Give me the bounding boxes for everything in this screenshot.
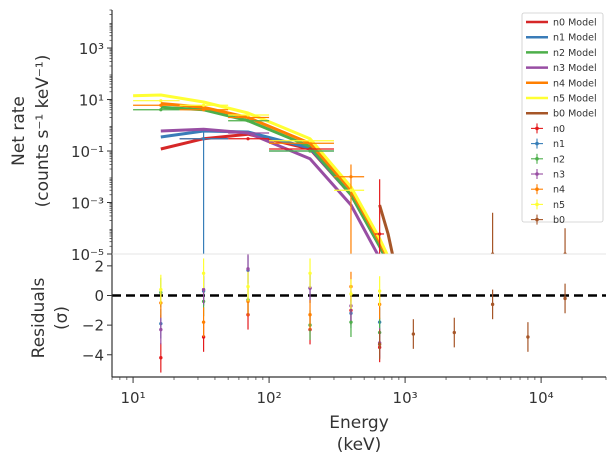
residual-point-n5-4 (349, 292, 353, 296)
legend-box (521, 12, 604, 223)
legend-model-label: b0 Model (553, 109, 597, 120)
point-n2-2 (308, 149, 312, 153)
spectrum-y-tick-label: 10¹ (79, 92, 104, 110)
legend-point-label: n0 (553, 124, 565, 135)
point-n3-0 (246, 131, 250, 135)
point-n2-0 (159, 108, 163, 112)
point-n4-3 (308, 141, 312, 145)
residual-y-tick-label: −4 (82, 346, 104, 364)
residual-point-b0-0 (377, 342, 382, 347)
spectrum-panel: 10⁻⁵ 10⁻³ 10⁻¹ 10¹ 10³ n0 Model n1 Model n2 Mo… (71, 9, 604, 264)
residuals-panel: 2 0 −2 −4 10¹ 10² 10³ 10⁴ (82, 253, 607, 407)
residual-point-n4-1 (201, 320, 206, 324)
residual-points (159, 254, 567, 373)
residual-axes: 2 0 −2 −4 10¹ 10² 10³ 10⁴ (82, 253, 607, 407)
residual-point-n5-0 (159, 287, 163, 292)
legend: n0 Model n1 Model n2 Model n3 Model n4 Model… (521, 12, 604, 226)
xlabel-line1: Energy (329, 413, 389, 433)
point-n2-1 (246, 119, 250, 123)
residual-point-n5-1 (201, 271, 206, 275)
residual-ylabel-line2: (σ) (52, 306, 72, 330)
legend-point-marker (535, 187, 539, 191)
data-points (133, 99, 567, 254)
residual-point-n3-1 (201, 287, 206, 292)
point-n0-3 (378, 232, 382, 236)
spectrum-y-tick-label: 10⁻³ (71, 195, 104, 213)
model-lines (133, 93, 394, 254)
legend-point-label: n3 (553, 170, 565, 181)
point-n4-0 (159, 103, 163, 107)
x-tick-label: 10⁴ (529, 389, 554, 407)
legend-point-marker (535, 141, 539, 146)
point-n5-0 (159, 99, 163, 103)
model-line-n2 (160, 105, 386, 254)
legend-point-label: b0 (553, 215, 565, 226)
model-line-n3 (160, 127, 380, 254)
model-line-b0 (378, 204, 394, 254)
x-tick-label: 10² (257, 389, 282, 407)
point-n4-4 (349, 175, 353, 179)
spectrum-ylabel-line1: Net rate (9, 96, 29, 166)
legend-model-label: n3 Model (553, 63, 597, 74)
residual-y-tick-label: 0 (94, 287, 104, 305)
legend-point-marker (535, 126, 539, 131)
legend-model-label: n1 Model (553, 33, 597, 44)
legend-model-label: n0 Model (553, 18, 597, 29)
legend-point-label: n5 (553, 200, 565, 211)
x-tick-label: 10³ (393, 389, 418, 407)
xlabel-line2: (keV) (337, 435, 382, 455)
legend-point-marker (535, 172, 539, 176)
residual-point-b0-5 (563, 296, 567, 301)
point-n5-1 (201, 103, 206, 107)
legend-model-label: n5 Model (553, 94, 597, 105)
residual-point-n3-2 (246, 267, 250, 271)
residual-ylabel-line1: Residuals (29, 278, 49, 359)
residual-point-b0-4 (526, 335, 530, 339)
legend-model-label: n4 Model (553, 78, 597, 89)
x-tick-label: 10¹ (121, 389, 146, 407)
point-n1-0 (201, 137, 206, 141)
residual-point-n4-3 (308, 313, 312, 317)
spectrum-y-tick-label: 10³ (79, 40, 104, 58)
spectrum-axes: 10⁻⁵ 10⁻³ 10⁻¹ 10¹ 10³ (71, 9, 113, 264)
residual-point-b0-1 (411, 332, 416, 336)
model-line-n5 (133, 93, 389, 254)
residual-y-tick-label: 2 (94, 257, 104, 275)
residual-point-b0-2 (452, 330, 456, 335)
point-n5-2 (246, 113, 250, 117)
spectrum-ylabel-line2: (counts s⁻¹ keV⁻¹) (33, 55, 53, 208)
residual-point-b0-3 (490, 302, 495, 307)
legend-point-label: n4 (553, 185, 565, 196)
legend-point-marker (535, 202, 539, 207)
point-n5-3 (308, 139, 312, 143)
residual-point-n2-4 (349, 320, 353, 324)
residual-point-n0-0 (159, 356, 163, 360)
residual-point-n3-0 (159, 327, 163, 332)
point-n4-1 (201, 108, 206, 112)
residual-point-n5-5 (377, 289, 382, 293)
point-n0-1 (246, 137, 250, 141)
residual-y-tick-label: −2 (82, 317, 104, 335)
legend-point-label: n1 (553, 139, 565, 150)
spectrum-y-tick-label: 10⁻¹ (71, 143, 104, 161)
legend-point-marker (535, 157, 539, 161)
point-n4-2 (246, 115, 250, 120)
spectrum-y-tick-label: 10⁻⁵ (71, 246, 104, 264)
residual-point-n5-2 (246, 284, 250, 289)
legend-model-label: n2 Model (553, 48, 597, 59)
legend-point-label: n2 (553, 154, 565, 165)
point-n5-4 (349, 188, 353, 192)
residual-point-n5-3 (308, 271, 312, 275)
legend-point-marker (535, 217, 539, 222)
